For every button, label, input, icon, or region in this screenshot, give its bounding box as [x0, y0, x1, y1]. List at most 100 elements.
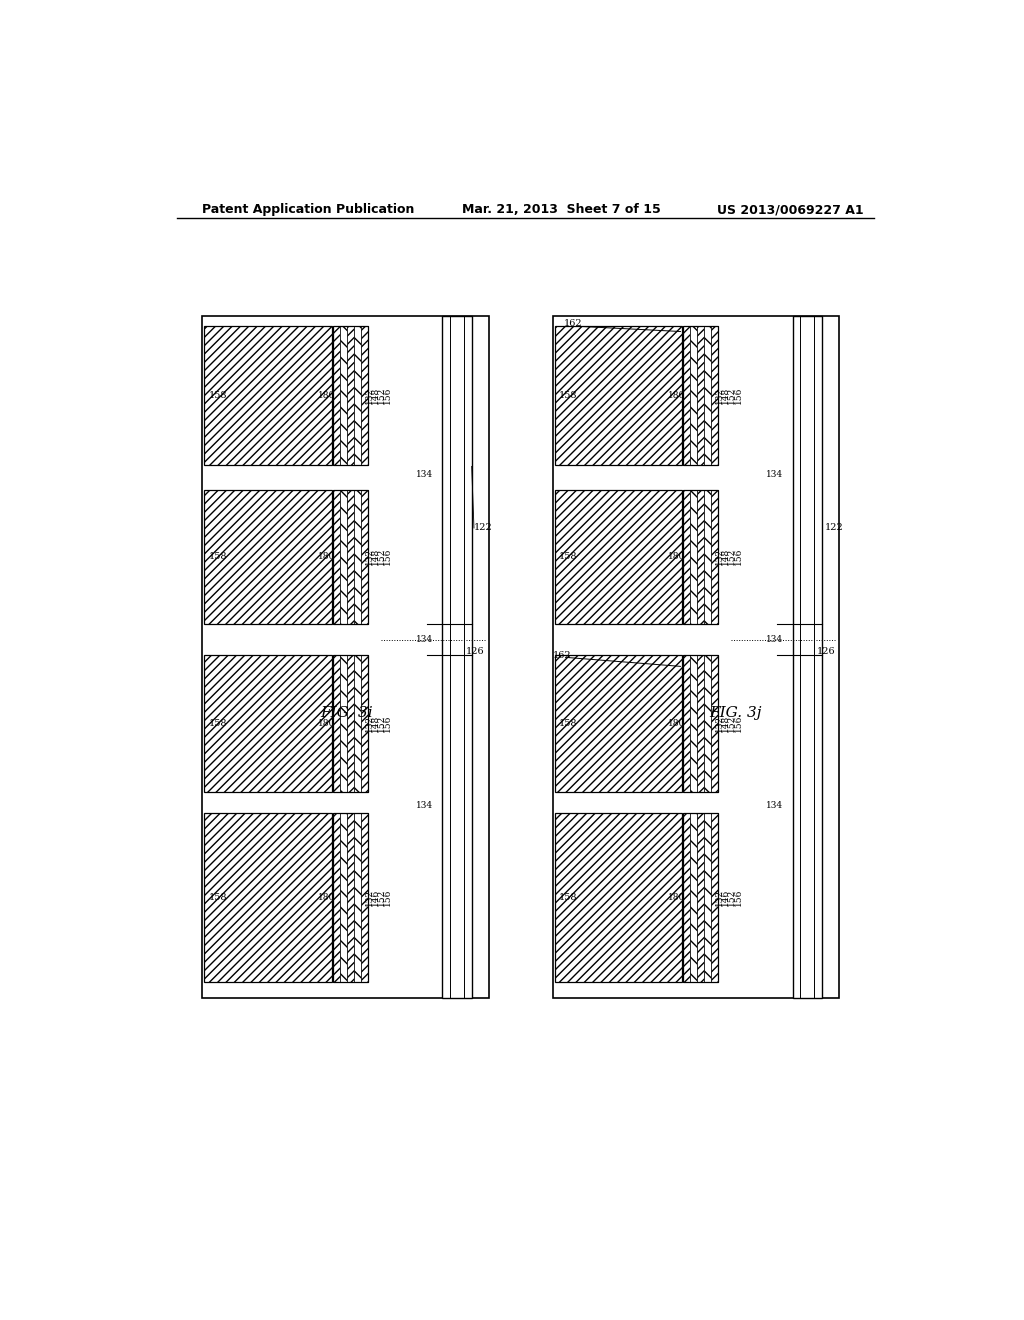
Bar [690, 490, 697, 624]
Text: 148: 148 [371, 548, 380, 565]
Bar [690, 326, 697, 465]
Text: Mar. 21, 2013  Sheet 7 of 15: Mar. 21, 2013 Sheet 7 of 15 [462, 203, 660, 216]
Bar [555, 490, 682, 624]
Bar [333, 326, 340, 465]
Text: 122: 122 [824, 524, 843, 532]
Text: 156: 156 [383, 888, 392, 907]
Bar [333, 655, 340, 792]
Bar [697, 326, 705, 465]
Bar [442, 317, 472, 998]
Text: 148: 148 [721, 548, 730, 565]
Text: 180: 180 [317, 552, 335, 561]
Text: 126: 126 [816, 647, 836, 656]
Text: 146: 146 [721, 888, 730, 907]
Bar [333, 813, 368, 982]
Text: 162: 162 [553, 651, 571, 660]
Bar [705, 655, 711, 792]
Bar [354, 326, 360, 465]
Bar [347, 326, 354, 465]
Bar [793, 317, 822, 998]
Text: US 2013/0069227 A1: US 2013/0069227 A1 [717, 203, 864, 216]
Bar [683, 490, 690, 624]
Bar [697, 490, 705, 624]
Bar [711, 326, 718, 465]
Bar [697, 655, 705, 792]
Text: 134: 134 [416, 801, 432, 809]
Text: 132: 132 [365, 715, 374, 733]
Bar [354, 490, 360, 624]
Text: 122: 122 [474, 524, 493, 532]
Text: 132: 132 [715, 890, 724, 906]
Text: 156: 156 [733, 888, 742, 907]
Text: 158: 158 [208, 719, 227, 729]
Bar [340, 813, 347, 982]
Text: 158: 158 [559, 552, 578, 561]
Text: 132: 132 [715, 715, 724, 733]
Bar [202, 317, 488, 998]
Text: 158: 158 [208, 894, 227, 902]
Bar [360, 490, 368, 624]
Bar [555, 326, 682, 465]
Bar [360, 326, 368, 465]
Bar [205, 813, 332, 982]
Bar [347, 813, 354, 982]
Bar [333, 326, 368, 465]
Bar [333, 490, 340, 624]
Bar [705, 326, 711, 465]
Text: 132: 132 [365, 387, 374, 404]
Bar [683, 326, 690, 465]
Bar [690, 655, 697, 792]
Bar [333, 655, 368, 792]
Text: 158: 158 [559, 719, 578, 729]
Text: FIG. 3j: FIG. 3j [709, 706, 761, 719]
Text: 180: 180 [668, 391, 685, 400]
Text: 156: 156 [383, 387, 392, 404]
Text: 134: 134 [416, 635, 432, 644]
Text: 158: 158 [208, 391, 227, 400]
Bar [553, 317, 839, 998]
Bar [683, 490, 718, 624]
Text: 152: 152 [377, 888, 386, 907]
Bar [354, 813, 360, 982]
Text: 156: 156 [733, 715, 742, 733]
Bar [711, 490, 718, 624]
Text: 156: 156 [733, 387, 742, 404]
Text: 132: 132 [365, 890, 374, 906]
Text: 152: 152 [727, 888, 736, 907]
Text: 180: 180 [317, 391, 335, 400]
Bar [347, 490, 354, 624]
Bar [340, 655, 347, 792]
Text: 148: 148 [371, 387, 380, 404]
Text: 146: 146 [371, 888, 380, 907]
Text: 152: 152 [727, 715, 736, 733]
Bar [205, 490, 332, 624]
Text: 180: 180 [317, 719, 335, 729]
Bar [683, 655, 690, 792]
Text: 162: 162 [564, 319, 583, 329]
Text: 156: 156 [383, 548, 392, 565]
Bar [711, 655, 718, 792]
Text: FIG. 3i: FIG. 3i [319, 706, 373, 719]
Bar [360, 813, 368, 982]
Text: 152: 152 [377, 715, 386, 733]
Text: 180: 180 [668, 552, 685, 561]
Bar [683, 655, 718, 792]
Bar [354, 655, 360, 792]
Bar [340, 326, 347, 465]
Text: 180: 180 [317, 894, 335, 902]
Bar [555, 813, 682, 982]
Text: 152: 152 [727, 387, 736, 404]
Bar [697, 813, 705, 982]
Bar [683, 326, 718, 465]
Text: 148: 148 [721, 387, 730, 404]
Text: 126: 126 [466, 647, 484, 656]
Bar [690, 813, 697, 982]
Bar [683, 813, 718, 982]
Bar [340, 490, 347, 624]
Bar [705, 813, 711, 982]
Text: 132: 132 [715, 387, 724, 404]
Text: 134: 134 [766, 635, 783, 644]
Bar [333, 813, 340, 982]
Bar [683, 813, 690, 982]
Text: 158: 158 [559, 894, 578, 902]
